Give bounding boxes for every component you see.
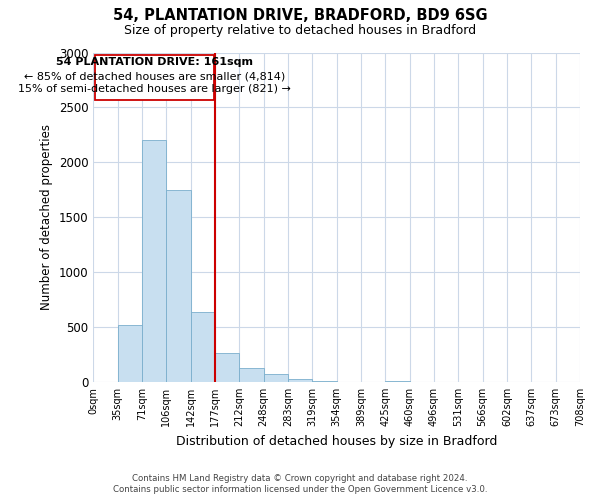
Bar xyxy=(385,381,410,382)
Text: 54 PLANTATION DRIVE: 161sqm: 54 PLANTATION DRIVE: 161sqm xyxy=(56,57,253,67)
Bar xyxy=(142,140,166,382)
Text: 54, PLANTATION DRIVE, BRADFORD, BD9 6SG: 54, PLANTATION DRIVE, BRADFORD, BD9 6SG xyxy=(113,8,487,22)
Bar xyxy=(215,354,239,382)
Bar xyxy=(166,190,191,382)
Y-axis label: Number of detached properties: Number of detached properties xyxy=(40,124,53,310)
Text: Size of property relative to detached houses in Bradford: Size of property relative to detached ho… xyxy=(124,24,476,37)
Bar xyxy=(263,374,288,382)
Text: Contains HM Land Registry data © Crown copyright and database right 2024.
Contai: Contains HM Land Registry data © Crown c… xyxy=(113,474,487,494)
Text: 15% of semi-detached houses are larger (821) →: 15% of semi-detached houses are larger (… xyxy=(18,84,290,94)
Bar xyxy=(288,379,313,382)
Bar xyxy=(118,325,142,382)
Bar xyxy=(239,368,263,382)
Bar xyxy=(191,312,215,382)
X-axis label: Distribution of detached houses by size in Bradford: Distribution of detached houses by size … xyxy=(176,434,497,448)
FancyBboxPatch shape xyxy=(95,54,214,100)
Text: ← 85% of detached houses are smaller (4,814): ← 85% of detached houses are smaller (4,… xyxy=(23,72,285,82)
